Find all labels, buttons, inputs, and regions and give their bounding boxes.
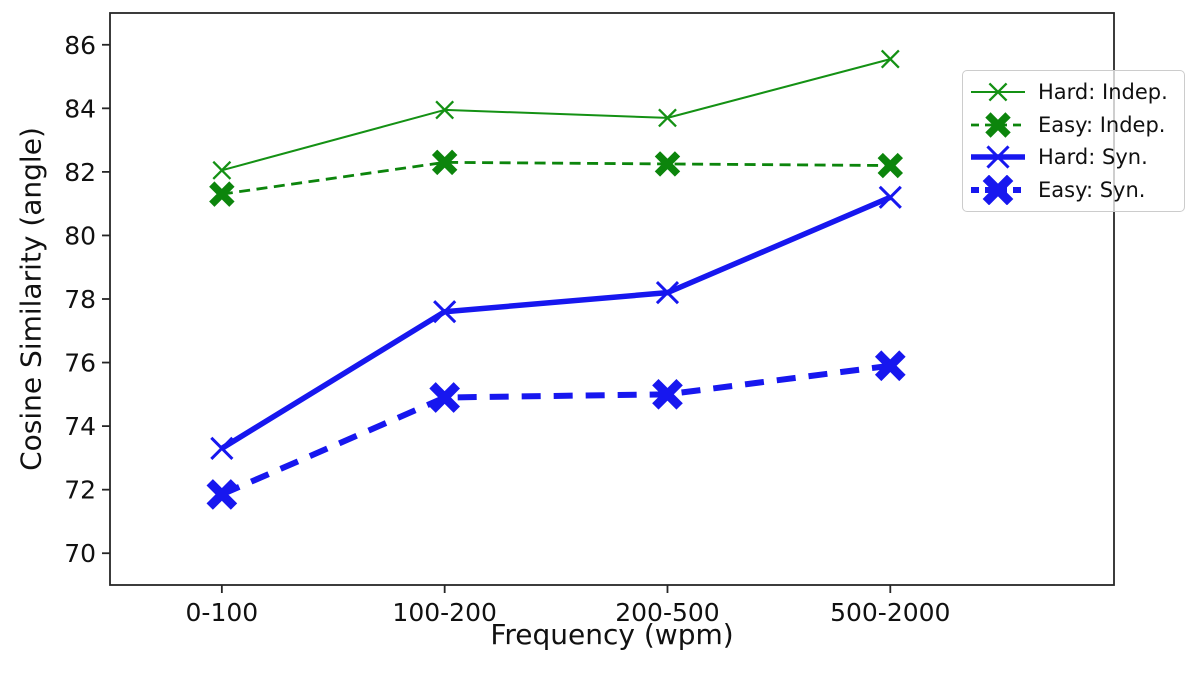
legend-item: Hard: Syn. bbox=[970, 141, 1176, 173]
x-tick-label: 200-500 bbox=[615, 598, 719, 627]
data-point-marker bbox=[874, 350, 906, 382]
data-point-marker bbox=[431, 149, 458, 176]
legend-sample-line bbox=[971, 112, 1025, 138]
legend-item: Easy: Syn. bbox=[970, 174, 1176, 206]
y-tick-label: 86 bbox=[64, 31, 96, 60]
legend-sample-line bbox=[971, 174, 1025, 205]
data-point-marker bbox=[982, 174, 1014, 205]
data-point-marker bbox=[206, 479, 238, 510]
x-tick-label: 0-100 bbox=[186, 598, 259, 627]
series-line-hard-indep- bbox=[221, 58, 891, 172]
data-point-marker bbox=[210, 436, 234, 460]
data-point-marker bbox=[986, 145, 1010, 169]
y-tick-label: 72 bbox=[64, 476, 96, 505]
data-point-marker bbox=[433, 300, 457, 324]
series-line-easy-indep- bbox=[221, 160, 891, 196]
data-point-marker bbox=[655, 281, 680, 305]
legend-label: Easy: Indep. bbox=[1038, 112, 1166, 137]
legend: Hard: Indep. Easy: Indep. Hard: Syn. Easy: … bbox=[962, 70, 1185, 212]
y-tick-label: 74 bbox=[64, 412, 96, 441]
x-tick-label: 500-2000 bbox=[830, 598, 950, 627]
data-point-marker bbox=[988, 82, 1008, 102]
data-point-marker bbox=[652, 378, 683, 410]
legend-label: Hard: Syn. bbox=[1038, 145, 1148, 170]
data-point-marker bbox=[658, 108, 677, 128]
y-tick-label: 70 bbox=[64, 539, 96, 568]
series-line-easy-syn- bbox=[220, 362, 891, 498]
y-tick-label: 80 bbox=[64, 221, 96, 250]
legend-sample-line bbox=[971, 145, 1025, 169]
legend-sample-line bbox=[971, 82, 1025, 102]
y-tick-label: 76 bbox=[64, 349, 96, 378]
legend-item: Easy: Indep. bbox=[970, 109, 1176, 141]
legend-label: Easy: Syn. bbox=[1038, 177, 1146, 202]
y-tick-label: 82 bbox=[64, 158, 96, 187]
data-point-marker bbox=[654, 151, 681, 177]
data-point-marker bbox=[985, 112, 1011, 138]
y-tick-label: 84 bbox=[64, 94, 96, 123]
y-tick-label: 78 bbox=[64, 285, 96, 314]
data-point-marker bbox=[209, 181, 235, 207]
series-line-hard-syn- bbox=[220, 194, 892, 451]
data-point-marker bbox=[429, 382, 461, 413]
x-tick-label: 100-200 bbox=[392, 598, 496, 627]
y-axis-label: Cosine Similarity (angle) bbox=[14, 127, 48, 471]
data-point-marker bbox=[880, 49, 900, 69]
data-point-marker bbox=[435, 100, 455, 120]
x-axis-label: Frequency (wpm) bbox=[490, 618, 734, 651]
legend-label: Hard: Indep. bbox=[1038, 80, 1168, 105]
data-point-marker bbox=[212, 160, 232, 180]
legend-item: Hard: Indep. bbox=[970, 76, 1176, 108]
data-point-marker bbox=[878, 185, 902, 209]
data-point-marker bbox=[877, 152, 904, 179]
